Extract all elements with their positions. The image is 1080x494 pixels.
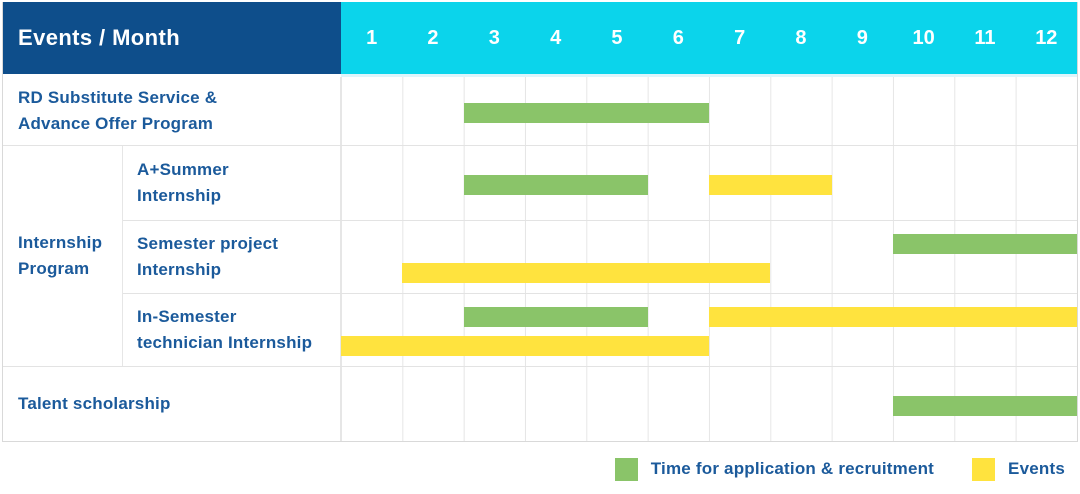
gantt-table: Events / Month 1 2 3 4 5 6 7 8 9 10 11 1…	[2, 2, 1078, 442]
gantt-bar-yellow	[709, 307, 1077, 328]
row-label-line: RD Substitute Service &	[18, 88, 218, 108]
row-label-in-semester-technician-internship: In-Semester technician Internship	[123, 294, 341, 367]
table-row-rd-substitute: RD Substitute Service & Advance Offer Pr…	[3, 77, 1077, 147]
row-label-line: Advance Offer Program	[18, 114, 214, 134]
group-label-internship-program: Internship Program	[3, 146, 123, 367]
row-label-a-summer-internship: A+Summer Internship	[123, 146, 341, 221]
legend-label: Events	[1008, 459, 1065, 478]
row-label-line: Talent scholarship	[18, 394, 171, 414]
month-header-4: 4	[550, 26, 562, 49]
timeline-rd-substitute	[341, 77, 1077, 146]
table-row-semester-project-internship: Semester project Internship	[123, 221, 1077, 295]
corner-header-cell: Events / Month	[3, 2, 341, 77]
month-header-5: 5	[611, 26, 623, 49]
gantt-bar-yellow	[341, 336, 709, 357]
timeline-semester-project-internship	[341, 221, 1077, 294]
month-header-2: 2	[427, 26, 439, 49]
row-label-talent-scholarship: Talent scholarship	[3, 367, 341, 441]
table-row-a-summer-internship: A+Summer Internship	[123, 146, 1077, 222]
month-header-10: 10	[912, 26, 935, 49]
gantt-bar-yellow	[402, 263, 771, 284]
table-row-talent-scholarship: Talent scholarship	[3, 367, 1077, 441]
month-header-12: 12	[1035, 26, 1058, 49]
month-header-6: 6	[672, 26, 684, 49]
legend-item-application-recruitment: Time for application & recruitment	[614, 457, 935, 481]
legend-swatch-yellow	[972, 457, 996, 481]
month-header-3: 3	[488, 26, 500, 49]
row-label-rd-substitute: RD Substitute Service & Advance Offer Pr…	[3, 77, 341, 146]
gantt-bar-green	[463, 307, 648, 328]
legend-item-events: Events	[972, 457, 1065, 481]
timeline-talent-scholarship	[341, 367, 1077, 441]
month-header-strip: 1 2 3 4 5 6 7 8 9 10 11 12	[341, 2, 1077, 77]
group-label-line: Program	[18, 259, 90, 279]
row-label-line: In-Semester	[137, 307, 237, 327]
month-header-1: 1	[366, 26, 378, 49]
row-label-line: Internship	[137, 260, 222, 280]
group-label-line: Internship	[18, 233, 103, 253]
month-header-7: 7	[734, 26, 746, 49]
gantt-bar-green	[893, 396, 1077, 417]
timeline-a-summer-internship	[341, 146, 1077, 221]
table-row-in-semester-technician-internship: In-Semester technician Internship	[123, 294, 1077, 367]
gantt-bar-green	[463, 175, 648, 196]
row-label-line: A+Summer	[137, 160, 229, 180]
gantt-bar-yellow	[709, 175, 832, 196]
gantt-bar-green	[463, 103, 709, 124]
row-label-line: technician Internship	[137, 333, 313, 353]
month-header-11: 11	[974, 26, 996, 49]
row-label-line: Internship	[137, 186, 222, 206]
group-subrows: A+Summer Internship Semester project Int…	[123, 146, 1077, 367]
month-header-8: 8	[795, 26, 807, 49]
month-header-9: 9	[856, 26, 868, 49]
legend-label: Time for application & recruitment	[650, 459, 935, 478]
row-label-line: Semester project	[137, 234, 279, 254]
gantt-bar-green	[893, 234, 1077, 255]
corner-header-label: Events / Month	[18, 25, 181, 50]
chart-legend: Time for application & recruitment Event…	[0, 452, 1080, 486]
group-internship-program: Internship Program A+Summer Internship S…	[3, 146, 1077, 368]
row-label-semester-project-internship: Semester project Internship	[123, 221, 341, 294]
legend-swatch-green	[614, 457, 638, 481]
timeline-in-semester-technician-internship	[341, 294, 1077, 367]
table-header-row: Events / Month 1 2 3 4 5 6 7 8 9 10 11 1…	[3, 2, 1077, 77]
